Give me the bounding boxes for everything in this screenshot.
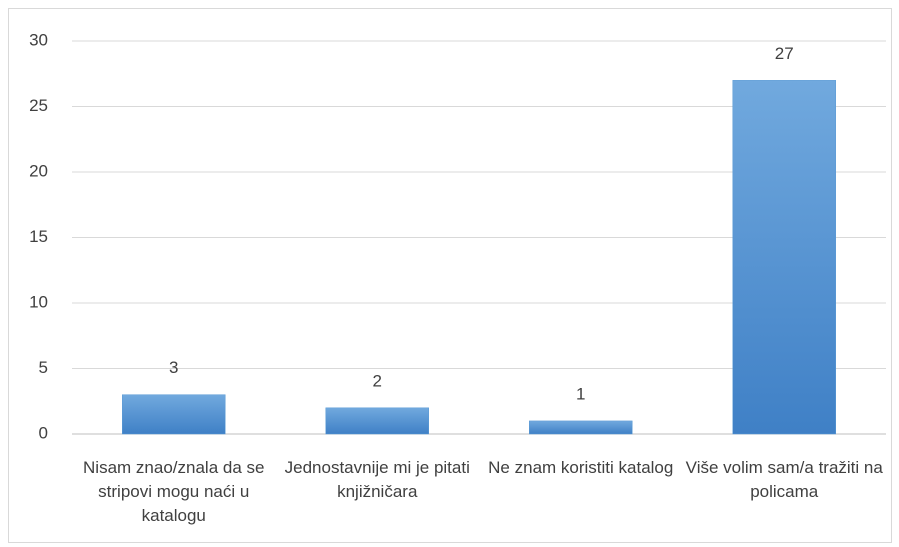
chart-border	[8, 8, 892, 543]
x-tick-label: Više volim sam/a tražiti na policama	[685, 458, 883, 501]
bar	[122, 394, 226, 435]
bar	[325, 407, 429, 435]
data-label: 2	[373, 371, 382, 390]
bar	[529, 420, 633, 435]
y-tick-label: 5	[39, 358, 48, 377]
bar	[732, 80, 836, 435]
data-label: 3	[169, 358, 178, 377]
x-tick-label: Nisam znao/znala da se stripovi mogu nać…	[83, 458, 265, 525]
x-tick-label: Jednostavnije mi je pitati knjižničara	[284, 458, 470, 501]
y-tick-label: 20	[29, 161, 48, 180]
data-label: 27	[775, 44, 794, 63]
x-tick-label: Ne znam koristiti katalog	[488, 458, 674, 477]
y-tick-label: 25	[29, 96, 48, 115]
y-tick-label: 30	[29, 30, 48, 49]
y-tick-label: 0	[39, 423, 48, 442]
data-label: 1	[576, 384, 585, 403]
y-tick-label: 15	[29, 227, 48, 246]
y-tick-label: 10	[29, 292, 48, 311]
